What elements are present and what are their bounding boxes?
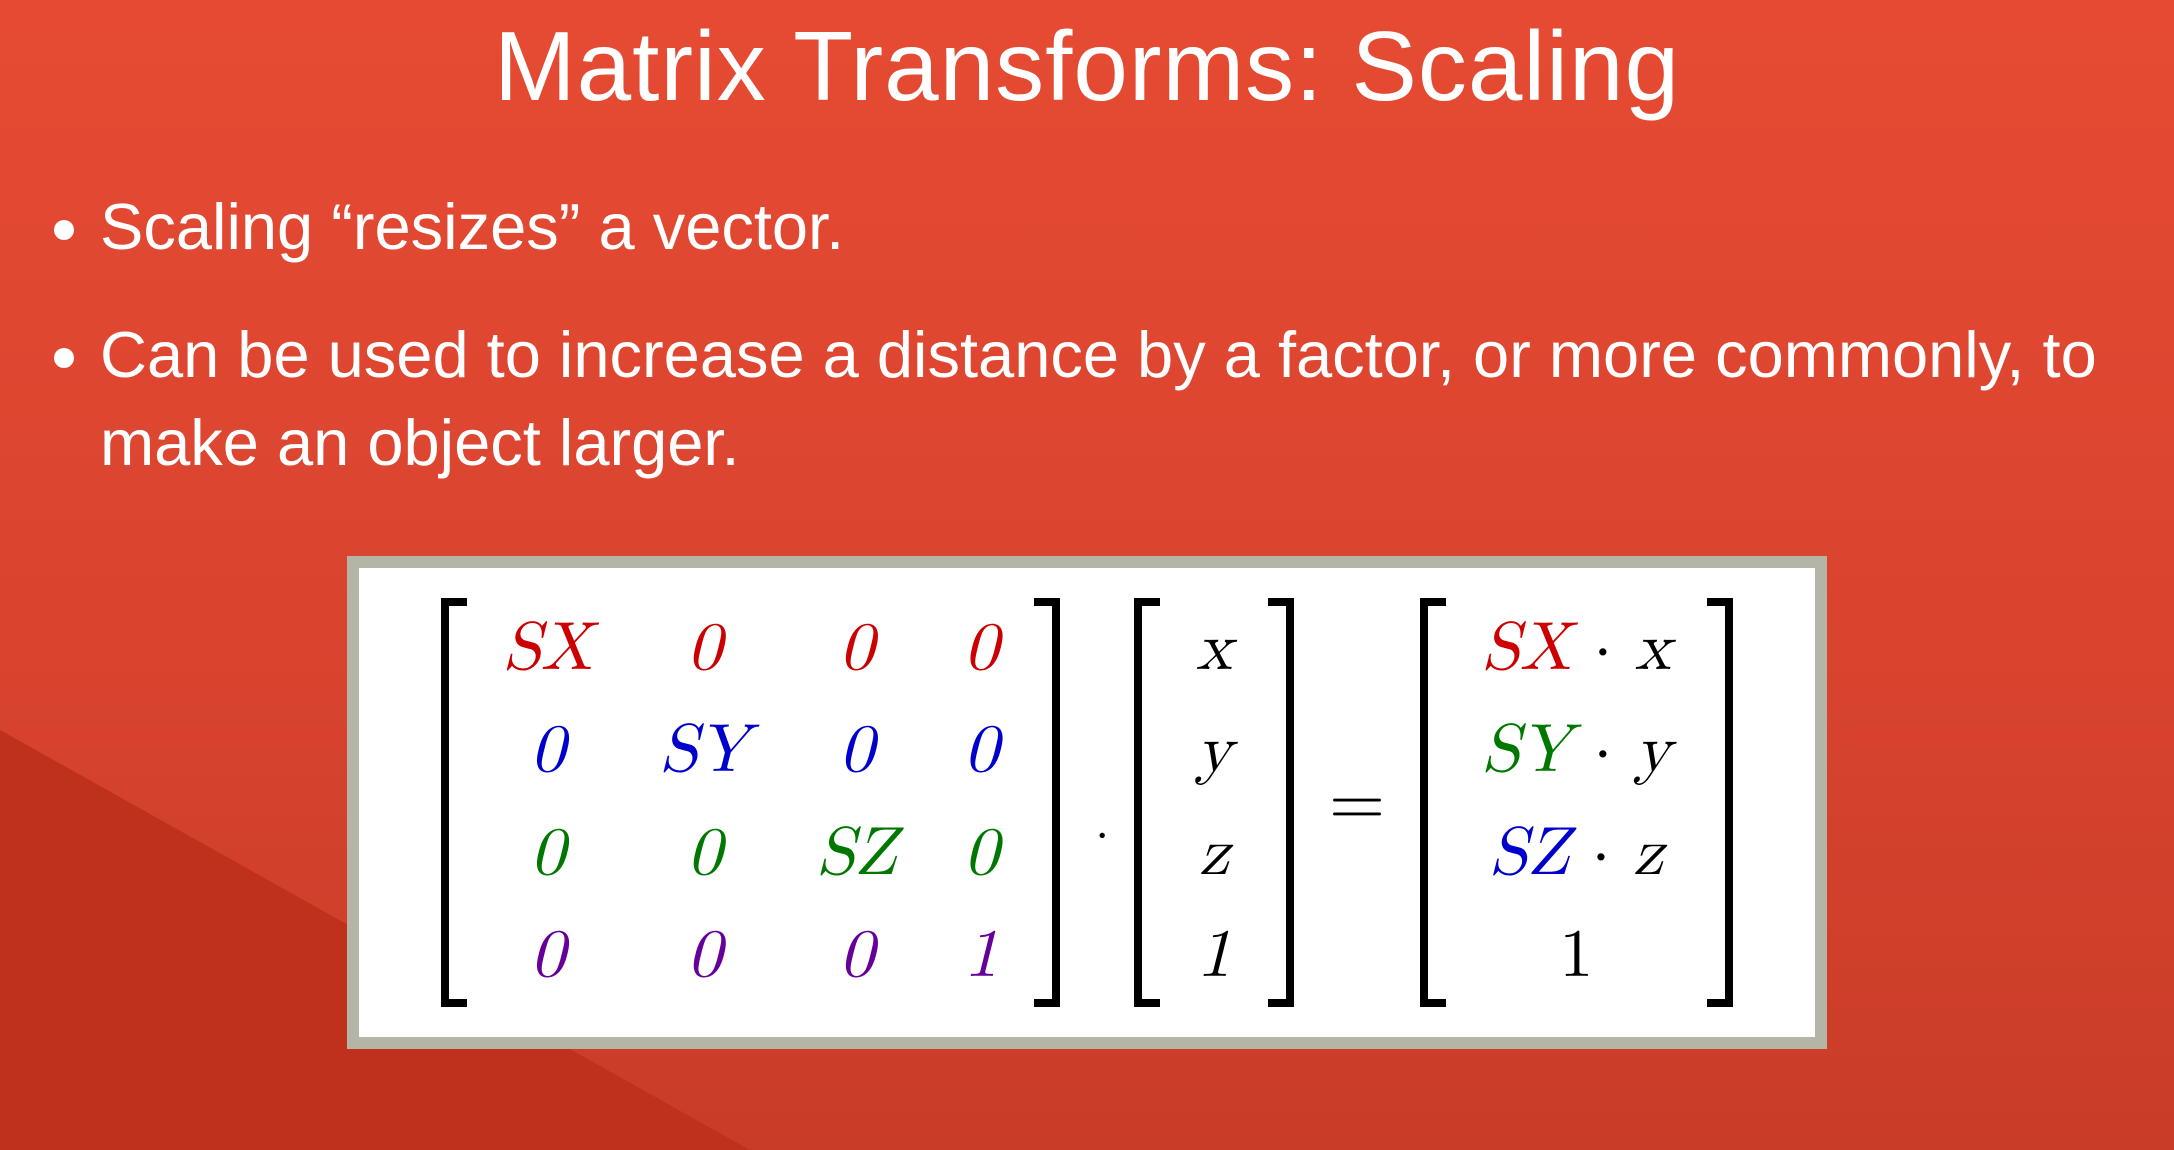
bracket-right-icon (1268, 598, 1294, 1007)
equation-box: SX 0 0 0 0 SY 0 0 0 0 SZ (347, 556, 1827, 1049)
vector-cell: 1 (1448, 905, 1705, 1007)
matrix-cell: 0 (469, 905, 626, 1007)
vector-cell: y (1162, 700, 1266, 802)
dot-operator: · (1060, 803, 1134, 863)
bracket-left-icon (1134, 598, 1160, 1007)
equals-operator: = (1294, 760, 1420, 846)
vector-table: SX · x SY · y SZ · z 1 (1448, 598, 1705, 1007)
piece: z (1633, 820, 1663, 888)
vector-cell: z (1162, 803, 1266, 905)
bullet-item: Can be used to increase a distance by a … (100, 311, 2114, 487)
vector-cell: x (1162, 598, 1266, 700)
matrix-cell: 0 (930, 598, 1032, 700)
vector-table: x y z 1 (1162, 598, 1266, 1007)
matrix-cell: 0 (626, 598, 783, 700)
matrix-cell: SY (626, 700, 783, 802)
scale-matrix: SX 0 0 0 0 SY 0 0 0 0 SZ (441, 598, 1060, 1007)
matrix-cell: 0 (930, 700, 1032, 802)
bracket-right-icon (1034, 598, 1060, 1007)
output-vector: SX · x SY · y SZ · z 1 (1420, 598, 1733, 1007)
piece: · (1571, 717, 1635, 785)
equation-row: SX 0 0 0 0 SY 0 0 0 0 SZ (399, 598, 1775, 1007)
matrix-cell: 0 (930, 803, 1032, 905)
matrix-table: SX 0 0 0 0 SY 0 0 0 0 SZ (469, 598, 1032, 1007)
matrix-cell: 0 (783, 700, 930, 802)
matrix-cell: 0 (626, 905, 783, 1007)
piece: SZ (1490, 820, 1569, 888)
vector-cell: SZ · z (1448, 803, 1705, 905)
matrix-cell: 0 (783, 598, 930, 700)
matrix-cell: 0 (469, 803, 626, 905)
vector-cell: SX · x (1448, 598, 1705, 700)
piece: · (1569, 820, 1633, 888)
piece: 1 (1559, 922, 1593, 990)
matrix-cell: 0 (783, 905, 930, 1007)
input-vector: x y z 1 (1134, 598, 1294, 1007)
vector-cell: SY · y (1448, 700, 1705, 802)
bracket-left-icon (1420, 598, 1446, 1007)
bullet-list: Scaling “resizes” a vector. Can be used … (40, 183, 2114, 486)
piece: x (1635, 615, 1671, 683)
matrix-cell: SZ (783, 803, 930, 905)
vector-cell: 1 (1162, 905, 1266, 1007)
matrix-cell: 0 (626, 803, 783, 905)
piece: y (1635, 717, 1671, 785)
matrix-cell: 0 (469, 700, 626, 802)
piece: · (1571, 615, 1635, 683)
matrix-cell: 1 (930, 905, 1032, 1007)
bracket-right-icon (1707, 598, 1733, 1007)
piece: SY (1482, 717, 1571, 785)
piece: SX (1482, 615, 1571, 683)
slide-title: Matrix Transforms: Scaling (0, 0, 2174, 123)
matrix-cell: SX (469, 598, 626, 700)
bracket-left-icon (441, 598, 467, 1007)
bullet-item: Scaling “resizes” a vector. (100, 183, 2114, 271)
slide: Matrix Transforms: Scaling Scaling “resi… (0, 0, 2174, 1150)
